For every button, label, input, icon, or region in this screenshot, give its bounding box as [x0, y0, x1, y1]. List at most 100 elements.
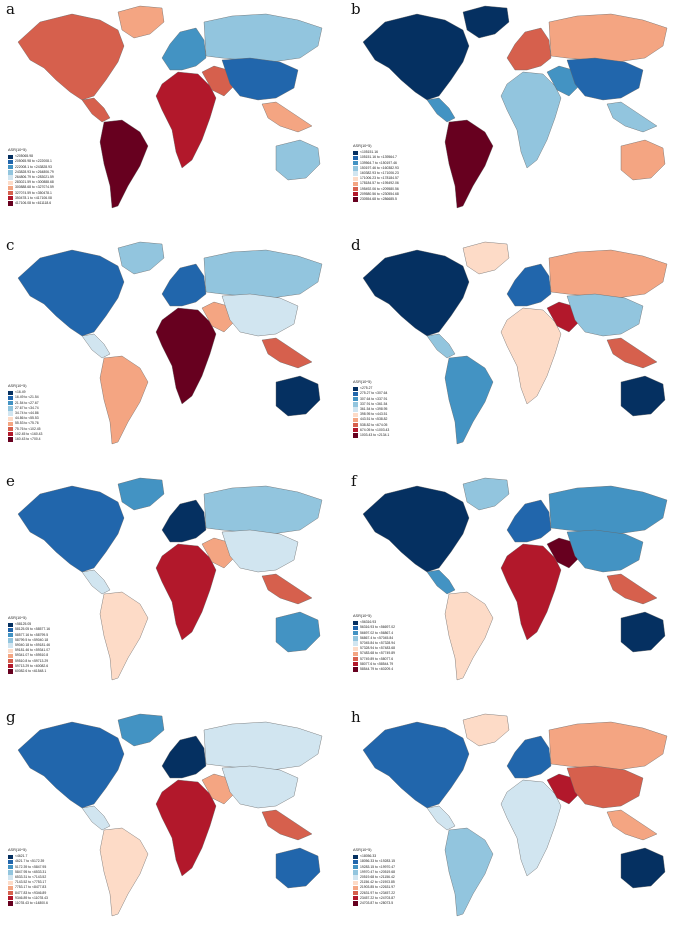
legend-item: 19970.47 to <20519.68	[353, 870, 395, 875]
legend-swatch	[353, 625, 358, 631]
region-africa	[500, 543, 562, 641]
region-southeast-asia	[606, 337, 658, 369]
legend-item: 361.54 to <398.95	[353, 407, 389, 412]
legend-label: 58125.05 to <58577.16	[15, 627, 50, 632]
legend-item: 6533.31 to <7143.52	[8, 875, 48, 880]
legend-swatch	[353, 155, 358, 161]
legend-label: 222008.1 to <243828.93	[15, 164, 52, 169]
region-greenland	[462, 477, 510, 511]
legend-item: 7753.17 to <8477.83	[8, 885, 48, 891]
legend-item: 27.67 to <34.74	[8, 406, 42, 411]
panel-label: g	[6, 708, 16, 726]
legend-label: 275.27 to <307.64	[360, 391, 388, 396]
region-north-america	[362, 249, 470, 337]
legend-item: 58577.16 to <58799.5	[8, 633, 50, 638]
legend-swatch	[353, 171, 358, 176]
legend-swatch	[353, 391, 358, 397]
legend-swatch	[353, 186, 358, 192]
legend-label: 75.76 to <102.45	[15, 426, 41, 431]
legend-label: 20519.68 to <21156.42	[360, 874, 395, 879]
legend-swatch	[8, 854, 13, 859]
legend-swatch	[353, 181, 358, 187]
legend-label: 243828.93 to <264806.79	[15, 169, 54, 174]
region-greenland	[462, 5, 510, 39]
legend-swatch	[8, 175, 13, 180]
region-europe	[161, 27, 207, 71]
legend-item: 275.27 to <307.64	[353, 391, 389, 397]
legend-swatch	[353, 396, 358, 402]
legend-swatch	[353, 662, 358, 667]
legend-swatch	[8, 859, 13, 865]
region-north-america	[362, 721, 470, 809]
legend-label: 538.82 to <674.05	[360, 422, 388, 427]
legend-title: ASR(10^5)	[8, 148, 27, 152]
legend-item: 5172.39 to <5847.95	[8, 865, 48, 870]
legend-item: 57749.89 to <58077.6	[353, 657, 395, 662]
legend-swatch	[353, 896, 358, 901]
region-asia	[221, 765, 299, 809]
legend-label: 1003.43 to <2134.1	[360, 432, 390, 437]
region-russia	[548, 249, 668, 299]
legend-swatch	[353, 636, 358, 641]
legend-label: 160.43 to <700.4	[15, 436, 41, 441]
legend-swatch	[8, 154, 13, 159]
legend-swatch	[8, 638, 13, 643]
map-panel-c: c ASR(10^5) <16.49 16.49 to <21.54 21.54 to …	[0, 236, 336, 468]
legend: ASR(10^5) <58125.05 58125.05 to <58577.16 5…	[8, 616, 50, 674]
legend-item: 22631.97 to <23457.22	[353, 891, 395, 896]
legend-label: <58125.05	[15, 622, 32, 627]
panel-label: d	[351, 236, 361, 254]
legend-swatch	[353, 422, 358, 428]
legend-item: 57483.68 to <57749.89	[353, 651, 395, 657]
legend-swatch	[353, 641, 358, 646]
legend-label: 59713.29 to <60082.6	[15, 663, 49, 668]
legend-swatch	[8, 395, 13, 401]
legend-label: 209580.56 to <230554.68	[360, 191, 399, 196]
legend-swatch	[8, 648, 13, 653]
legend-label: 55.53 to <75.76	[15, 421, 39, 426]
legend-item: 23457.22 to <24703.87	[353, 896, 395, 901]
world-map	[17, 713, 323, 917]
legend-label: 24703.87 to <28073.5	[360, 900, 394, 905]
legend-item: 21.54 to <27.67	[8, 401, 42, 406]
legend-label: 27.67 to <34.74	[15, 405, 39, 410]
legend-title: ASR(10^5)	[353, 614, 372, 618]
legend-title: ASR(10^5)	[8, 384, 27, 388]
legend-swatch	[353, 901, 358, 906]
region-africa	[500, 71, 562, 169]
legend-swatch	[8, 864, 13, 870]
region-asia	[566, 293, 644, 337]
legend-label: 59181.46 to <59341.07	[15, 648, 50, 653]
legend-label: 195492.06 to <209580.56	[360, 186, 399, 191]
region-russia	[203, 721, 323, 771]
legend-swatch	[353, 407, 358, 412]
legend-swatch	[8, 406, 13, 411]
legend-item: <16.49	[8, 390, 42, 395]
legend-swatch	[8, 411, 13, 416]
legend-item: 56697.02 to <56867.4	[353, 631, 395, 636]
region-south-america	[99, 119, 149, 209]
region-russia	[203, 485, 323, 535]
legend-item: 58799.5 to <59040.18	[8, 638, 50, 643]
region-central-america	[426, 569, 456, 595]
map-panel-g: g ASR(10^5) <4621.7 4621.7 to <5172.39 5172.…	[0, 708, 336, 940]
legend-label: <275.27	[360, 386, 373, 391]
legend-item: 75.76 to <102.45	[8, 427, 42, 432]
legend: ASR(10^5) <4621.7 4621.7 to <5172.39 5172.3…	[8, 848, 48, 906]
legend: ASR(10^5) <205065.98 205065.98 to <222008.…	[8, 148, 54, 206]
legend-label: 57749.89 to <58077.6	[360, 656, 394, 661]
legend-label: 57328.94 to <57483.68	[360, 646, 395, 651]
legend-swatch	[8, 643, 13, 648]
legend-swatch	[353, 630, 358, 636]
legend-item: 4621.7 to <5172.39	[8, 859, 48, 865]
region-greenland	[117, 477, 165, 511]
region-greenland	[462, 713, 510, 747]
map-panel-f: f ASR(10^5) <56316.93 56316.93 to <56697.02…	[345, 472, 681, 704]
region-southeast-asia	[606, 573, 658, 605]
legend-label: 56316.93 to <56697.02	[360, 625, 395, 630]
panel-label: e	[6, 472, 15, 490]
legend-swatch	[353, 166, 358, 171]
legend-item: 19283.15 to <19970.47	[353, 865, 395, 870]
legend-label: 102.45 to <160.43	[15, 431, 43, 436]
legend-swatch	[8, 632, 13, 638]
